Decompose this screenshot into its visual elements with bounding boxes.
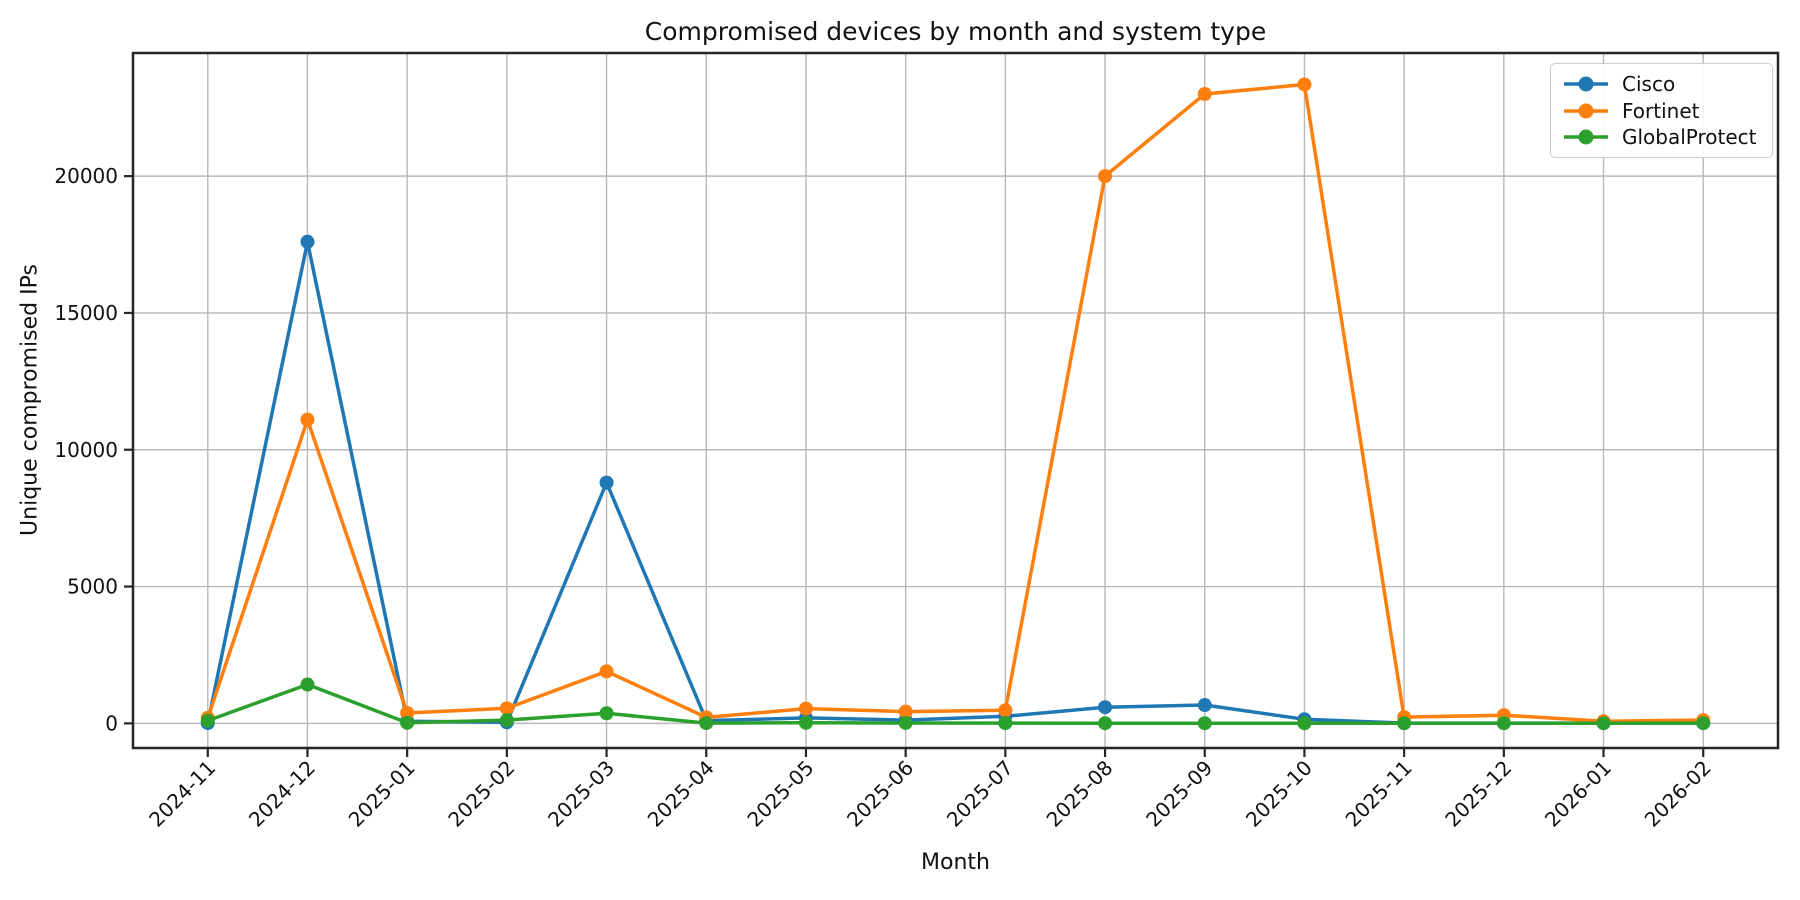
x-tick-label: 2024-11 — [144, 756, 220, 832]
data-point-fortinet — [898, 704, 913, 719]
legend: Cisco Fortinet GlobalProtect — [1550, 63, 1773, 158]
series-line-cisco — [206, 240, 1705, 725]
x-tick-label: 2025-08 — [1042, 756, 1118, 832]
data-point-globalprotect — [499, 713, 514, 728]
legend-label: Fortinet — [1622, 98, 1700, 123]
y-tick-label: 5000 — [67, 575, 118, 599]
legend-line-sample — [1564, 129, 1608, 145]
legend-item-fortinet: Fortinet — [1563, 98, 1760, 124]
x-tick-label: 2025-04 — [643, 756, 719, 832]
series-line-globalprotect — [206, 682, 1705, 725]
legend-label: GlobalProtect — [1622, 125, 1757, 149]
legend-item-cisco: Cisco — [1563, 71, 1760, 97]
x-tick-label: 2024-12 — [244, 756, 320, 832]
x-tick-label: 2026-01 — [1540, 756, 1616, 832]
data-point-fortinet — [1197, 87, 1212, 102]
series-line-fortinet — [206, 82, 1705, 723]
data-point-globalprotect — [898, 715, 913, 730]
data-point-cisco — [1197, 698, 1212, 713]
data-point-fortinet — [998, 703, 1013, 718]
legend-line-sample — [1564, 103, 1608, 118]
x-tick-label: 2025-11 — [1341, 756, 1417, 832]
x-tick-label: 2025-10 — [1241, 756, 1317, 832]
y-tick-label: 0 — [105, 711, 118, 735]
data-point-cisco — [599, 475, 614, 490]
data-point-fortinet — [499, 701, 514, 716]
data-point-fortinet — [400, 705, 415, 720]
x-tick-label: 2025-01 — [344, 756, 420, 832]
y-axis-label: Unique compromised IPs — [17, 264, 43, 536]
data-point-globalprotect — [1696, 716, 1711, 731]
data-point-globalprotect — [200, 713, 215, 728]
x-tick-label: 2025-03 — [543, 756, 619, 832]
data-point-globalprotect — [699, 716, 714, 731]
data-point-fortinet — [599, 664, 614, 679]
data-point-fortinet — [798, 701, 813, 716]
y-tick-label: 20000 — [54, 164, 118, 188]
data-point-globalprotect — [1596, 716, 1611, 731]
x-tick-label: 2025-05 — [742, 756, 818, 832]
chart-title: Compromised devices by month and system … — [644, 17, 1267, 46]
data-point-globalprotect — [998, 716, 1013, 731]
data-point-globalprotect — [400, 715, 415, 730]
x-axis-label: Month — [921, 850, 990, 875]
x-tick-label: 2025-06 — [842, 756, 918, 832]
data-point-globalprotect — [1297, 716, 1312, 731]
data-point-globalprotect — [300, 677, 315, 692]
data-point-fortinet — [300, 412, 315, 427]
data-point-globalprotect — [1197, 716, 1212, 731]
y-tick-label: 10000 — [54, 438, 118, 462]
data-point-cisco — [1098, 700, 1113, 715]
data-point-globalprotect — [1397, 716, 1412, 731]
data-point-cisco — [300, 234, 315, 249]
data-point-globalprotect — [798, 715, 813, 730]
data-point-fortinet — [1098, 169, 1113, 184]
x-tick-label: 2025-12 — [1440, 756, 1516, 832]
data-point-globalprotect — [1098, 716, 1113, 731]
x-tick-label: 2025-07 — [942, 756, 1018, 832]
axes-spines — [131, 51, 1780, 750]
legend-label: Cisco — [1622, 72, 1676, 96]
legend-item-globalprotect: GlobalProtect — [1563, 124, 1760, 150]
data-point-globalprotect — [1496, 716, 1511, 731]
y-tick-label: 15000 — [54, 301, 118, 325]
legend-line-sample — [1564, 76, 1608, 92]
x-tick-label: 2025-02 — [443, 756, 519, 832]
data-point-globalprotect — [599, 706, 614, 721]
x-tick-label: 2025-09 — [1141, 756, 1217, 832]
x-tick-label: 2026-02 — [1640, 756, 1716, 832]
data-point-fortinet — [1297, 77, 1312, 92]
